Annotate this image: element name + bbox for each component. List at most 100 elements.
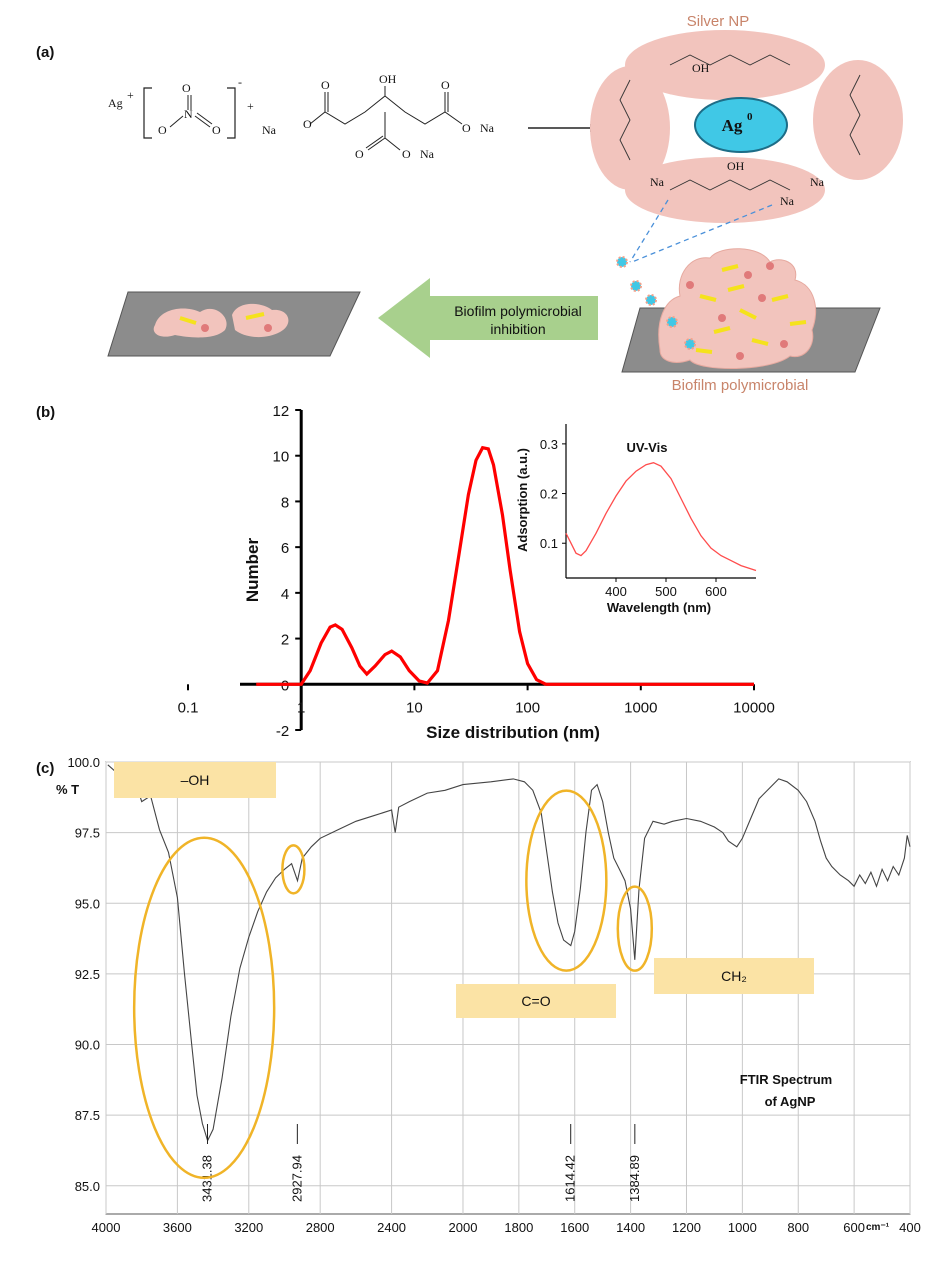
inset-title: UV-Vis	[627, 440, 668, 455]
y-tick-label: 92.5	[75, 967, 100, 982]
panel-label-c: (c)	[36, 760, 55, 777]
y-tick-label: 90.0	[75, 1038, 100, 1053]
silver-core	[694, 97, 788, 153]
x-tick-label: 3200	[234, 1220, 263, 1235]
annotation-box	[114, 762, 276, 798]
arrow-label-line1: Biofilm polymicrobial	[454, 303, 582, 319]
size-distribution-curve	[256, 445, 754, 686]
inset-y-axis-label: Adsorption (a.u.)	[515, 448, 530, 552]
x-tick-label: 1200	[672, 1220, 701, 1235]
inset-y-tick-label: 0.3	[540, 437, 558, 452]
annotation-label: CH₂	[721, 968, 747, 984]
peak-label: 2927.94	[289, 1155, 304, 1202]
x-axis-label: Size distribution (nm)	[426, 723, 600, 742]
inset-x-axis-label: Wavelength (nm)	[607, 600, 711, 615]
biofilm-label: Biofilm polymicrobial	[672, 377, 809, 394]
ftir-curve	[107, 764, 911, 1143]
nitrate-n: N	[184, 107, 193, 121]
core-label: Ag	[722, 116, 743, 135]
citrate-o3: O	[441, 78, 450, 92]
bacterium-rod	[245, 312, 265, 320]
panel-label-b: (b)	[36, 404, 56, 421]
citrate-na-left: Na	[262, 123, 277, 137]
bacterium-coccus	[201, 324, 209, 332]
citrate-na-bottom: Na	[420, 147, 435, 161]
x-tick-label: 0.1	[178, 699, 199, 716]
nitrate-o-right: O	[212, 123, 221, 137]
peak-highlight-ellipse	[132, 836, 276, 1180]
reagent-ag: Ag	[108, 96, 123, 110]
y-tick-label: 2	[281, 632, 289, 649]
y-axis-label: % T	[56, 782, 79, 797]
y-tick-label: -2	[276, 723, 289, 740]
nitrate-structure	[169, 95, 213, 128]
inset-background	[564, 418, 758, 578]
y-tick-label: 6	[281, 540, 289, 557]
y-tick-label: 95.0	[75, 896, 100, 911]
x-tick-label: 600	[843, 1220, 865, 1235]
np-na-2: Na	[810, 175, 825, 189]
arrow-label-line2: inhibition	[490, 321, 545, 337]
y-tick-label: 100.0	[67, 755, 100, 770]
inset-x-tick-label: 600	[705, 584, 727, 599]
nanoparticles-attaching	[616, 256, 696, 350]
np-na-1: Na	[650, 175, 665, 189]
zoom-line-right	[631, 204, 773, 263]
x-tick-label: 800	[787, 1220, 809, 1235]
peak-label: 1614.42	[563, 1155, 578, 1202]
peak-label: 1384.89	[627, 1155, 642, 1202]
y-tick-label: 4	[281, 586, 289, 603]
nitrate-o-top: O	[182, 81, 191, 95]
chart-title-line2: of AgNP	[765, 1094, 816, 1109]
x-tick-label: 10	[406, 699, 423, 716]
inset-y-tick-label: 0.1	[540, 536, 558, 551]
x-tick-label: 1600	[560, 1220, 589, 1235]
peak-highlight-ellipse	[281, 844, 306, 895]
panel-b: (b) -2 0 2 4 6 8 10 12 0.1 1 10 100 1000 10000 Size di…	[0, 400, 928, 752]
silver-np-label: Silver NP	[687, 13, 750, 30]
ligand-shell-left	[590, 66, 670, 190]
synthesis-schematic: Ag + - O N O O + Na O O O OH O O Na O	[107, 13, 903, 394]
peak-highlight-ellipse	[616, 885, 654, 972]
biofilm-cocci	[686, 262, 788, 360]
ftir-chart: 4000 3600 3200 2800 2400 2000 1800 1600 1400 1200…	[56, 755, 921, 1235]
citrate-oh: OH	[379, 72, 397, 86]
reagent-plus: +	[247, 99, 254, 113]
citrate-o-na-right: O	[462, 121, 471, 135]
panel-label-a: (a)	[36, 44, 55, 61]
ligand-lines	[619, 54, 861, 191]
chart-title-line1: FTIR Spectrum	[740, 1072, 832, 1087]
nitrate-charge: -	[238, 75, 242, 89]
bacterium-coccus	[264, 324, 272, 332]
x-tick-label: 1400	[616, 1220, 645, 1235]
biofilm-rods	[695, 264, 807, 354]
x-tick-label: 1	[297, 699, 305, 716]
citrate-o-na-bottom: O	[402, 147, 411, 161]
x-tick-label: 1000	[624, 699, 657, 716]
y-tick-label: 10	[273, 449, 290, 466]
uv-vis-curve	[565, 462, 757, 572]
annotation-box	[456, 984, 616, 1018]
citrate-na-right: Na	[480, 121, 495, 135]
x-tick-label: 2400	[377, 1220, 406, 1235]
ligand-shell-top	[625, 30, 825, 100]
inset-y-tick-label: 0.2	[540, 487, 558, 502]
bracket-left	[143, 87, 152, 139]
x-tick-label: 3600	[163, 1220, 192, 1235]
biofilm-mass	[658, 248, 817, 370]
zoom-line-left	[629, 199, 669, 263]
y-tick-label: 97.5	[75, 826, 100, 841]
x-tick-label: 4000	[92, 1220, 121, 1235]
y-tick-label: 87.5	[75, 1108, 100, 1123]
annotation-label: C=O	[521, 993, 550, 1009]
inset-x-tick-label: 400	[605, 584, 627, 599]
citrate-o1: O	[303, 117, 312, 131]
bracket-right	[227, 87, 236, 139]
biofilm-remnant-2	[232, 303, 289, 338]
x-tick-label: 100	[515, 699, 540, 716]
y-tick-label: 8	[281, 494, 289, 511]
panel-c: (c) 4000 3600 3200 2800 2400 2000 1800 1600 1400…	[0, 752, 928, 1261]
core-superscript: 0	[747, 111, 753, 123]
nitrate-o-left: O	[158, 123, 167, 137]
